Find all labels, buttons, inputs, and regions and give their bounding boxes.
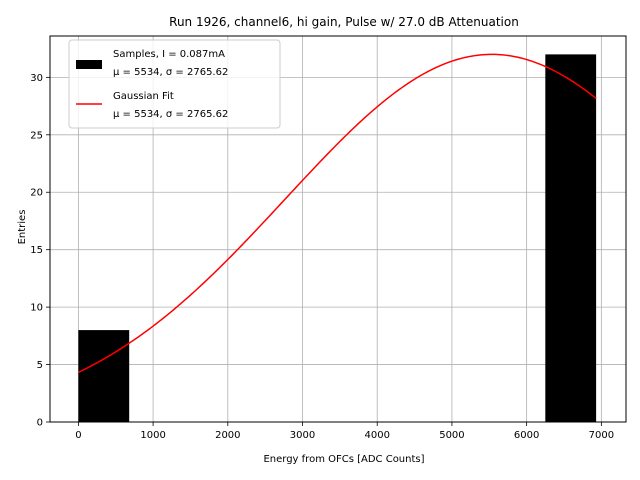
legend-label-fit: Gaussian Fit — [113, 91, 174, 102]
chart-title: Run 1926, channel6, hi gain, Pulse w/ 27… — [169, 15, 519, 29]
plot-frame — [49, 35, 627, 423]
y-tick-label: 10 — [30, 303, 43, 314]
histogram-bar-1 — [78, 330, 130, 422]
legend: Samples, I = 0.087mA μ = 5534, σ = 2765.… — [68, 39, 281, 129]
bars — [78, 54, 597, 422]
y-tick-label: 25 — [30, 130, 43, 141]
histogram-bar-2 — [545, 54, 597, 422]
legend-box — [68, 39, 281, 129]
x-tick-label: 4000 — [364, 430, 389, 441]
y-axis-label: Entries — [17, 210, 28, 245]
x-tick-label: 1000 — [140, 430, 165, 441]
y-tick-label: 30 — [30, 73, 43, 84]
x-tick-label: 3000 — [290, 430, 315, 441]
axis-ticks: 0 1000 2000 3000 4000 5000 6000 7000 0 5 10 15 20 25 3… — [30, 73, 614, 441]
x-tick-label: 6000 — [514, 430, 539, 441]
x-tick-label: 2000 — [215, 430, 240, 441]
x-tick-label: 7000 — [589, 430, 614, 441]
legend-label-fit-stats: μ = 5534, σ = 2765.62 — [113, 109, 228, 120]
legend-label-samples: Samples, I = 0.087mA — [113, 49, 225, 60]
legend-label-samples-stats: μ = 5534, σ = 2765.62 — [113, 67, 228, 78]
y-tick-label: 15 — [30, 245, 43, 256]
gaussian-fit-line — [78, 53, 597, 374]
y-tick-label: 5 — [37, 360, 43, 371]
x-tick-label: 5000 — [439, 430, 464, 441]
y-tick-label: 20 — [30, 188, 43, 199]
y-tick-label: 0 — [37, 418, 43, 429]
legend-swatch-samples — [76, 60, 102, 69]
x-tick-label: 0 — [75, 430, 81, 441]
curves — [78, 53, 597, 374]
x-axis-label: Energy from OFCs [ADC Counts] — [263, 454, 424, 465]
